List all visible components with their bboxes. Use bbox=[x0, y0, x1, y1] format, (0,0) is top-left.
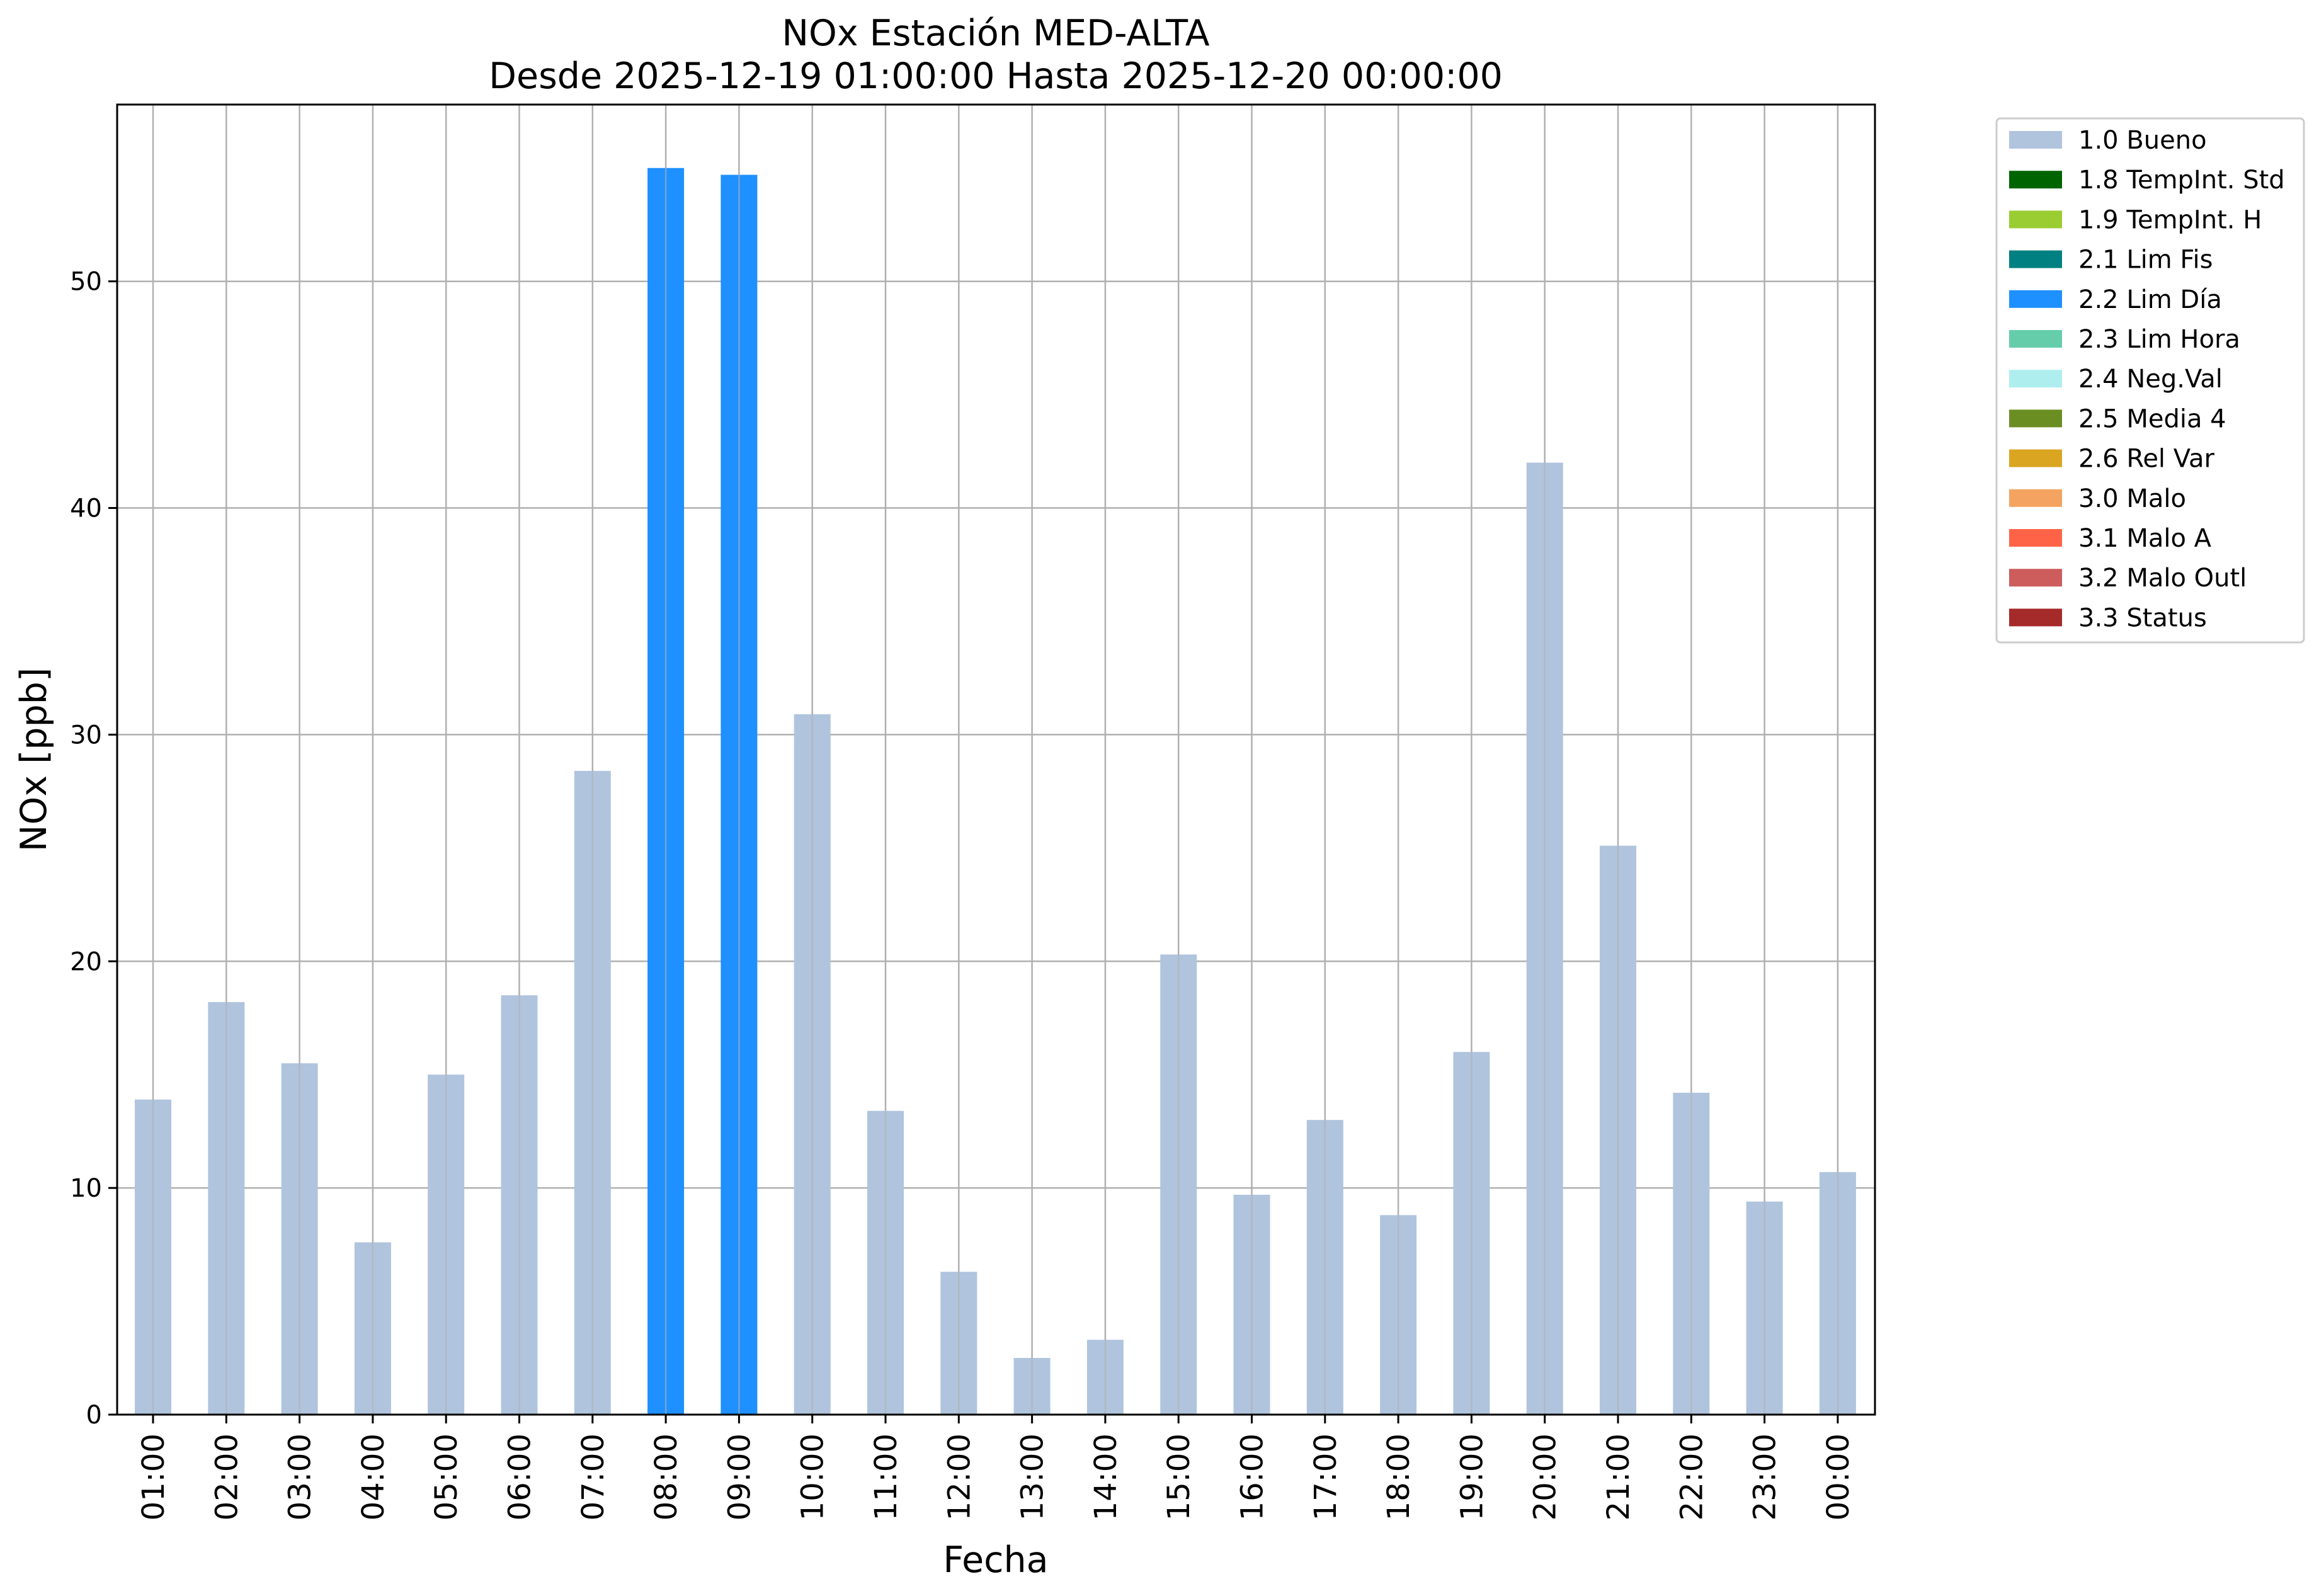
x-tick-label: 11:00 bbox=[869, 1434, 904, 1520]
x-tick-label: 06:00 bbox=[503, 1434, 538, 1520]
y-tick-label: 20 bbox=[70, 947, 102, 976]
x-axis-label: Fecha bbox=[943, 1539, 1048, 1581]
x-tick-label: 12:00 bbox=[942, 1434, 977, 1520]
x-tick-label: 07:00 bbox=[576, 1434, 611, 1520]
legend-swatch bbox=[2009, 608, 2062, 627]
legend-swatch bbox=[2009, 370, 2062, 388]
y-tick-label: 10 bbox=[70, 1174, 102, 1203]
legend-swatch bbox=[2009, 569, 2062, 587]
legend-label: 2.4 Neg.Val bbox=[2078, 365, 2223, 394]
x-tick-label: 19:00 bbox=[1454, 1434, 1490, 1520]
legend-label: 3.0 Malo bbox=[2078, 484, 2186, 513]
legend-label: 3.2 Malo Outl bbox=[2078, 564, 2247, 593]
x-tick-label: 02:00 bbox=[209, 1434, 244, 1520]
legend-swatch bbox=[2009, 210, 2062, 229]
legend-label: 2.2 Lim Día bbox=[2078, 285, 2222, 314]
y-tick-label: 50 bbox=[70, 268, 102, 297]
legend-swatch bbox=[2009, 250, 2062, 268]
y-tick-label: 40 bbox=[70, 494, 102, 523]
x-tick-label: 08:00 bbox=[649, 1434, 684, 1520]
x-tick-label: 03:00 bbox=[283, 1434, 318, 1520]
legend-swatch bbox=[2009, 330, 2062, 348]
legend-label: 3.1 Malo A bbox=[2078, 524, 2212, 553]
x-tick-label: 09:00 bbox=[722, 1434, 757, 1520]
bars-layer bbox=[135, 168, 1856, 1415]
y-axis-label: NOx [ppb] bbox=[13, 668, 55, 852]
legend-label: 2.1 Lim Fis bbox=[2078, 246, 2213, 275]
x-tick-label: 01:00 bbox=[136, 1434, 171, 1520]
legend-swatch bbox=[2009, 171, 2062, 189]
legend-swatch bbox=[2009, 489, 2062, 507]
legend-label: 3.3 Status bbox=[2078, 603, 2207, 632]
legend-swatch bbox=[2009, 529, 2062, 547]
x-tick-label: 18:00 bbox=[1381, 1434, 1416, 1520]
x-tick-label: 20:00 bbox=[1528, 1434, 1563, 1520]
legend-label: 1.9 TempInt. H bbox=[2078, 205, 2262, 234]
plot-frame bbox=[116, 103, 1876, 1416]
x-tick-label: 04:00 bbox=[356, 1434, 391, 1520]
legend-swatch bbox=[2009, 290, 2062, 308]
x-tick-label: 00:00 bbox=[1821, 1434, 1856, 1520]
x-tick-label: 05:00 bbox=[429, 1434, 464, 1520]
x-tick-label: 21:00 bbox=[1601, 1434, 1636, 1520]
legend-label: 2.6 Rel Var bbox=[2078, 445, 2215, 474]
y-tick-label: 30 bbox=[70, 721, 102, 750]
x-tick-label: 15:00 bbox=[1161, 1434, 1197, 1520]
x-tick-label: 13:00 bbox=[1015, 1434, 1051, 1520]
x-tick-label: 10:00 bbox=[795, 1434, 831, 1520]
x-tick-label: 22:00 bbox=[1674, 1434, 1709, 1520]
chart-title: NOx Estación MED-ALTA bbox=[782, 13, 1209, 54]
legend: 1.0 Bueno 1.8 TempInt. Std 1.9 TempInt. H 2… bbox=[1995, 117, 2305, 644]
legend-label: 1.8 TempInt. Std bbox=[2078, 166, 2285, 195]
legend-swatch bbox=[2009, 131, 2062, 149]
legend-label: 2.3 Lim Hora bbox=[2078, 325, 2240, 354]
legend-label: 2.5 Media 4 bbox=[2078, 404, 2226, 433]
legend-swatch bbox=[2009, 409, 2062, 428]
x-tick-label: 23:00 bbox=[1748, 1434, 1783, 1520]
x-tick-label: 17:00 bbox=[1308, 1434, 1343, 1520]
y-axis-ticks: 0 10 20 30 40 50 bbox=[70, 268, 117, 1430]
x-tick-label: 14:00 bbox=[1088, 1434, 1124, 1520]
x-tick-label: 16:00 bbox=[1235, 1434, 1270, 1520]
chart-subtitle: Desde 2025-12-19 01:00:00 Hasta 2025-12-… bbox=[489, 55, 1503, 97]
legend-box bbox=[1995, 117, 2305, 644]
legend-swatch bbox=[2009, 449, 2062, 467]
y-tick-label: 0 bbox=[86, 1401, 102, 1430]
legend-label: 1.0 Bueno bbox=[2078, 126, 2207, 155]
x-axis-ticks: 01:00 02:00 03:00 04:00 05:00 06:00 07:00 08:00… bbox=[136, 1415, 1856, 1520]
